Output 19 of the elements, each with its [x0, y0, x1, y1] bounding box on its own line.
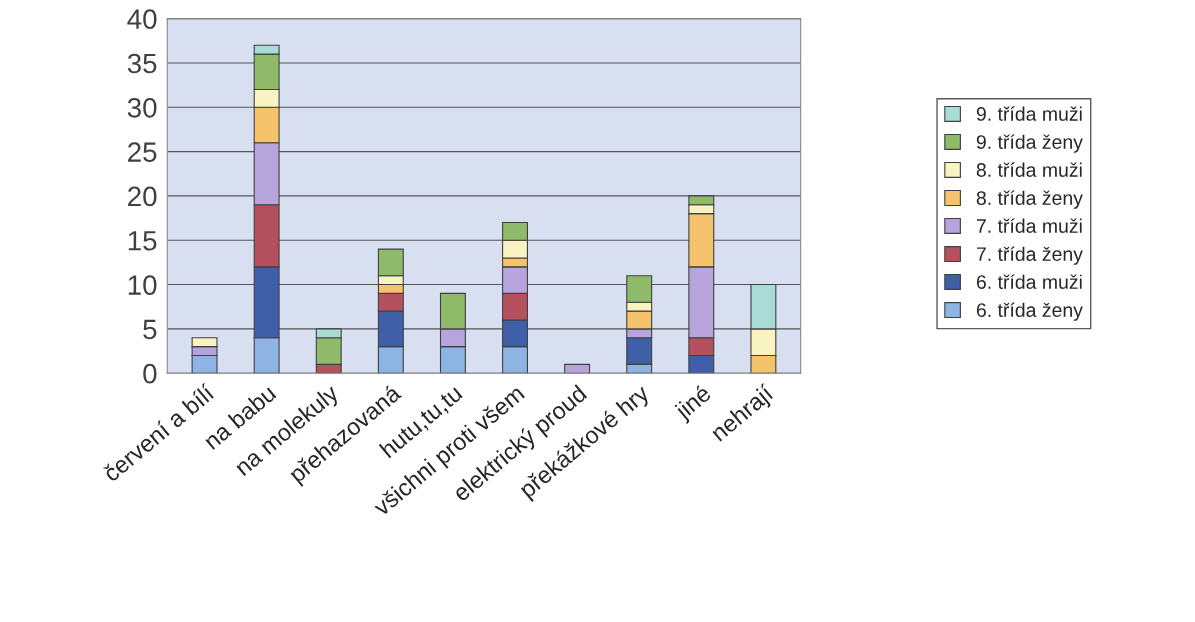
legend-label: 7. třída ženy [976, 246, 1083, 265]
x-tick-label: jiné [672, 383, 712, 424]
y-tick-label: 10 [128, 275, 157, 295]
bar [564, 363, 591, 374]
y-tick-label: 35 [127, 53, 157, 74]
legend-label: 9. třída ženy [976, 134, 1083, 153]
legend-label: 6. třída muži [976, 274, 1082, 289]
legend-label: 7. třída muži [976, 218, 1082, 233]
y-tick-label: 0 [143, 363, 157, 384]
legend-label: 8. třída ženy [976, 190, 1083, 209]
legend-label: 8. třída muži [976, 162, 1082, 177]
y-tick-label: 5 [143, 319, 157, 340]
y-tick-label: 40 [127, 9, 157, 29]
y-tick-label: 25 [128, 142, 157, 162]
y-tick-label: 15 [128, 231, 157, 251]
y-tick-label: 30 [127, 97, 157, 118]
y-tick-label: 20 [128, 186, 157, 207]
legend-label: 9. třída muži [976, 106, 1082, 121]
legend-label: 6. třída ženy [976, 302, 1083, 321]
